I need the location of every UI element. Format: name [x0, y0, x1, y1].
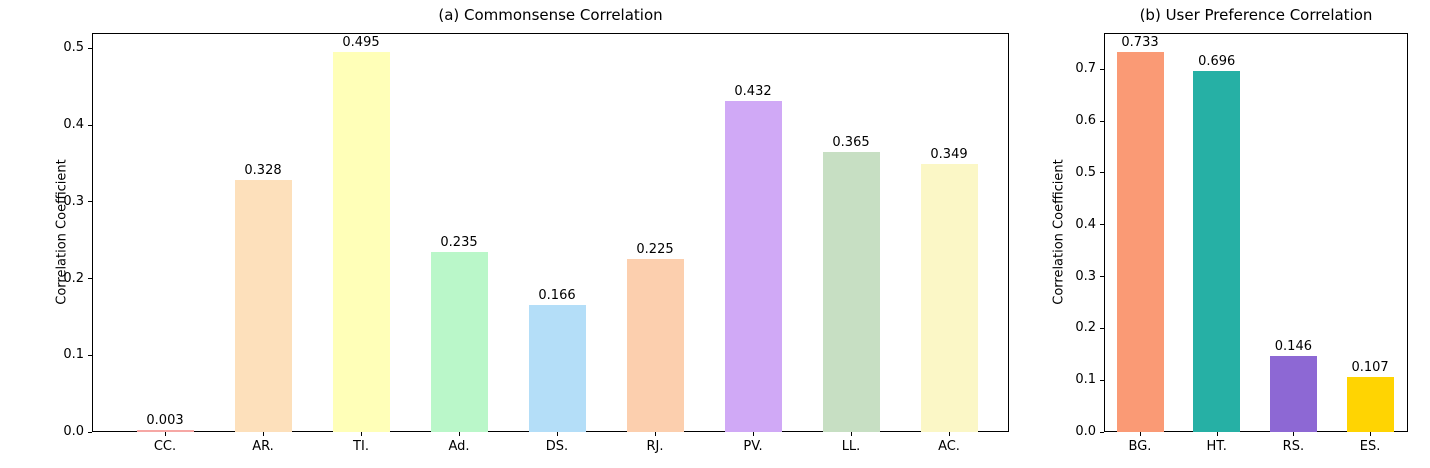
y-tick-label: 0.2: [1075, 320, 1096, 336]
axes-frame: [1104, 33, 1408, 432]
y-tick-mark: [1100, 431, 1104, 433]
x-tick-label: RJ.: [646, 439, 664, 454]
y-tick-mark: [88, 201, 92, 203]
bar-value-label: 0.349: [930, 147, 968, 163]
y-tick-label: 0.1: [1075, 372, 1096, 388]
x-tick-label: Ad.: [448, 439, 470, 454]
x-tick-mark: [1140, 432, 1141, 436]
x-tick-mark: [263, 432, 264, 436]
x-tick-mark: [1216, 432, 1218, 436]
x-tick-label: TI.: [353, 439, 369, 454]
bar-RS: [1269, 356, 1317, 432]
y-tick-mark: [1100, 379, 1104, 381]
x-tick-mark: [1293, 432, 1295, 436]
y-tick-label: 0.1: [63, 347, 84, 363]
y-tick-label: 0.5: [63, 40, 84, 56]
x-tick-mark: [361, 432, 362, 436]
x-tick-mark: [851, 432, 852, 436]
x-tick-label: LL.: [841, 439, 861, 454]
bar-HT: [1193, 71, 1241, 432]
bar-value-label: 0.365: [832, 134, 870, 150]
x-tick-label: AR.: [252, 439, 274, 454]
bar-Ad: [430, 251, 488, 432]
y-tick-mark: [88, 278, 92, 280]
x-tick-mark: [557, 432, 558, 436]
y-tick-mark: [1100, 172, 1104, 174]
y-tick-label: 0.3: [63, 193, 84, 209]
x-tick-label: DS.: [545, 439, 569, 454]
bar-value-label: 0.235: [440, 234, 478, 250]
y-tick-label: 0.4: [1075, 216, 1096, 232]
y-tick-label: 0.2: [63, 270, 84, 286]
bar-value-label: 0.696: [1198, 54, 1236, 70]
y-tick-mark: [88, 124, 92, 126]
y-tick-label: 0.5: [1075, 164, 1096, 180]
bar-value-label: 0.107: [1351, 359, 1389, 375]
y-tick-label: 0.0: [63, 424, 84, 439]
bar-RJ: [626, 259, 684, 432]
y-tick-mark: [88, 354, 92, 356]
y-tick-label: 0.6: [1075, 113, 1096, 129]
bar-AR: [234, 180, 292, 432]
y-tick-mark: [1100, 224, 1104, 226]
bar-PV: [724, 100, 782, 432]
x-tick-label: PV.: [743, 439, 763, 454]
bar-ES: [1346, 376, 1394, 432]
y-tick-label: 0.0: [1075, 424, 1096, 439]
x-tick-mark: [655, 432, 656, 436]
x-tick-mark: [753, 432, 754, 436]
bar-CC: [136, 429, 194, 432]
y-tick-mark: [88, 47, 92, 49]
bar-value-label: 0.003: [146, 412, 184, 428]
chart-title: (a) Commonsense Correlation: [438, 6, 663, 24]
x-tick-label: RS.: [1282, 439, 1305, 454]
x-tick-label: BG.: [1128, 439, 1152, 454]
y-tick-mark: [1100, 327, 1104, 329]
bar-value-label: 0.146: [1274, 339, 1312, 355]
y-tick-mark: [1100, 120, 1104, 122]
bar-LL: [822, 151, 880, 432]
y-tick-label: 0.3: [1075, 268, 1096, 284]
x-tick-label: HT.: [1206, 439, 1227, 454]
chart-title: (b) User Preference Correlation: [1139, 6, 1373, 24]
bar-value-label: 0.328: [244, 163, 282, 179]
x-tick-mark: [459, 432, 460, 436]
x-tick-label: AC.: [938, 439, 960, 454]
bar-value-label: 0.495: [342, 35, 380, 51]
y-tick-mark: [88, 431, 92, 433]
y-tick-label: 0.4: [63, 117, 84, 133]
y-tick-mark: [1100, 276, 1104, 278]
x-tick-mark: [165, 432, 166, 436]
x-tick-mark: [1370, 432, 1372, 436]
bar-BG: [1116, 52, 1164, 432]
bar-value-label: 0.432: [734, 83, 772, 99]
y-tick-label: 0.7: [1075, 61, 1096, 77]
bar-AC: [920, 164, 978, 432]
bar-DS: [528, 304, 586, 432]
y-tick-mark: [1100, 68, 1104, 70]
bar-value-label: 0.733: [1121, 35, 1159, 51]
x-tick-label: CC.: [153, 439, 177, 454]
bar-value-label: 0.166: [538, 287, 576, 303]
x-tick-label: ES.: [1359, 439, 1381, 454]
bar-value-label: 0.225: [636, 242, 674, 258]
x-tick-mark: [949, 432, 950, 436]
bar-TI: [332, 52, 390, 432]
